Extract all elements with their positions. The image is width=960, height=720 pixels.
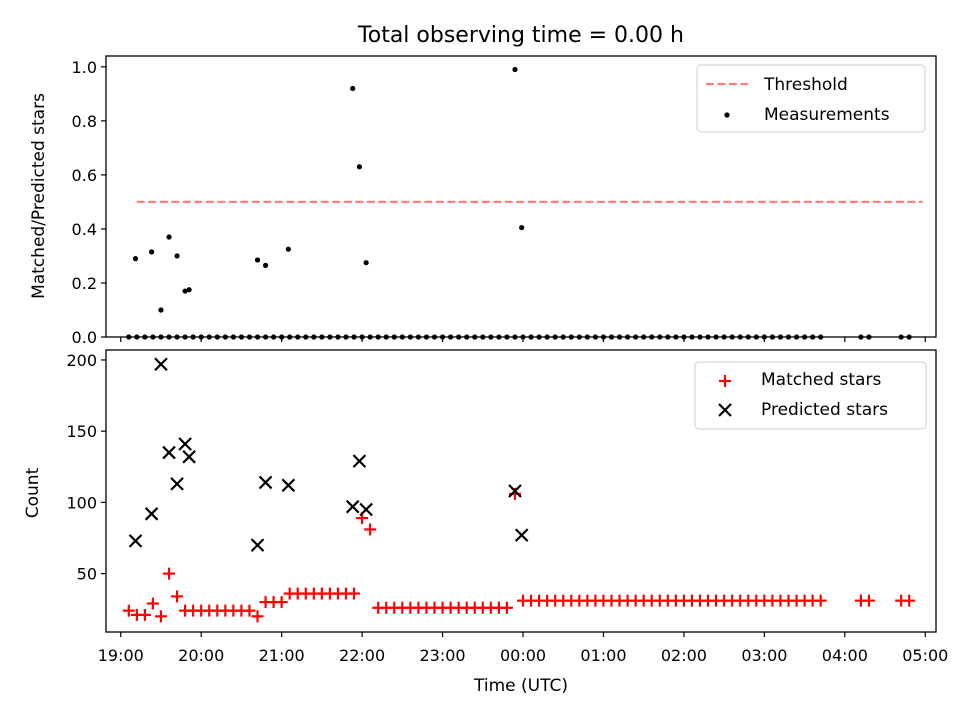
- matched-star-marker: [348, 587, 361, 600]
- matched-star-marker: [163, 567, 176, 580]
- matched-star-marker: [243, 604, 256, 617]
- x-tick-label: 03:00: [741, 646, 787, 665]
- measurement-point: [254, 257, 261, 263]
- matched-star-marker: [862, 594, 875, 607]
- predicted-star-marker: [508, 484, 522, 498]
- x-tick-label: 19:00: [98, 646, 144, 665]
- matched-star-marker: [138, 608, 151, 621]
- top-panel: 0.0 0.2 0.4 0.6 0.8 1.0 Matched/Predicted sta…: [29, 55, 937, 347]
- top-y-tick-label: 0.4: [72, 220, 97, 239]
- predicted-star-marker: [182, 450, 196, 464]
- x-tick-label: 23:00: [420, 646, 466, 665]
- matched-star-marker: [500, 601, 513, 614]
- predicted-star-marker: [170, 477, 184, 491]
- x-tick-label: 02:00: [661, 646, 707, 665]
- top-axes-frame: [105, 55, 937, 338]
- bottom-legend: Matched stars Predicted stars: [694, 361, 927, 430]
- measurement-point: [182, 288, 188, 294]
- predicted-star-marker: [250, 538, 265, 552]
- measurement-point: [285, 246, 291, 252]
- predicted-star-marker: [258, 475, 273, 490]
- measurement-point: [132, 256, 139, 262]
- top-legend: Threshold Measurements: [696, 64, 926, 133]
- measurement-point: [186, 287, 192, 293]
- x-tick-label: 22:00: [339, 646, 385, 665]
- x-tick-label: 20:00: [178, 646, 224, 665]
- legend-predicted-swatch: [718, 403, 732, 417]
- bottom-panel: 50 100 150 200 19:00 20:00 21:00 22:00 23:00 00:…: [23, 349, 948, 696]
- bottom-y-tick-label: 100: [66, 493, 97, 512]
- bottom-y-tick-label: 200: [66, 351, 97, 370]
- x-tick-label: 05:00: [902, 646, 948, 665]
- predicted-star-marker: [178, 437, 192, 451]
- predicted-star-marker: [144, 507, 159, 521]
- predicted-star-marker: [514, 528, 529, 542]
- matched-star-marker: [903, 594, 916, 607]
- legend-matched-swatch: [719, 375, 731, 387]
- predicted-star-marker: [128, 534, 143, 548]
- top-y-tick-label: 0.8: [72, 112, 97, 131]
- legend-measurements-label: Measurements: [764, 105, 890, 125]
- top-y-tick-label: 1.0: [72, 58, 97, 77]
- measurement-point: [262, 262, 269, 268]
- predicted-star-marker: [345, 499, 360, 514]
- legend-matched-label: Matched stars: [761, 370, 881, 390]
- top-y-tick-label: 0.6: [72, 166, 97, 185]
- x-tick-label: 01:00: [580, 646, 626, 665]
- x-tick-label: 04:00: [822, 646, 868, 665]
- predicted-star-marker: [154, 357, 168, 372]
- x-tick-label: 00:00: [500, 646, 546, 665]
- predicted-star-marker: [162, 445, 176, 460]
- x-tick-label: 21:00: [259, 646, 305, 665]
- matched-star-marker: [122, 604, 135, 617]
- measurement-point: [363, 260, 369, 266]
- measurement-point: [519, 224, 525, 231]
- bottom-y-tick-label: 50: [77, 565, 97, 584]
- bottom-legend-box: [694, 361, 927, 430]
- predicted-star-marker: [352, 454, 367, 468]
- predicted-star-marker: [359, 502, 373, 517]
- bottom-y-tick-label: 150: [66, 422, 97, 441]
- top-y-tick-label: 0.2: [72, 274, 97, 293]
- chart-title: Total observing time = 0.00 h: [357, 23, 684, 48]
- legend-measurements-swatch: [724, 112, 730, 118]
- measurement-point: [356, 164, 363, 170]
- top-y-axis-label: Matched/Predicted stars: [29, 93, 49, 299]
- predicted-star-marker: [281, 478, 296, 493]
- matched-star-marker: [814, 594, 827, 607]
- measurement-point: [350, 85, 356, 92]
- bottom-y-axis-label: Count: [23, 467, 43, 518]
- matched-star-marker: [146, 597, 159, 610]
- matched-star-marker: [275, 596, 288, 609]
- legend-predicted-label: Predicted stars: [761, 400, 888, 420]
- measurement-point: [158, 307, 164, 313]
- matched-star-marker: [364, 523, 377, 536]
- measurement-point: [174, 253, 180, 259]
- x-axis-label: Time (UTC): [473, 676, 568, 696]
- top-y-tick-label: 0.0: [72, 328, 97, 347]
- matched-star-marker: [251, 610, 264, 623]
- matched-star-marker: [171, 590, 184, 603]
- bottom-axes-frame: [105, 349, 937, 633]
- matched-star-marker: [154, 610, 167, 623]
- legend-threshold-label: Threshold: [763, 75, 848, 95]
- measurement-point: [512, 66, 518, 73]
- measurement-point: [166, 234, 172, 240]
- measurement-point: [148, 249, 155, 255]
- top-legend-box: [696, 64, 926, 133]
